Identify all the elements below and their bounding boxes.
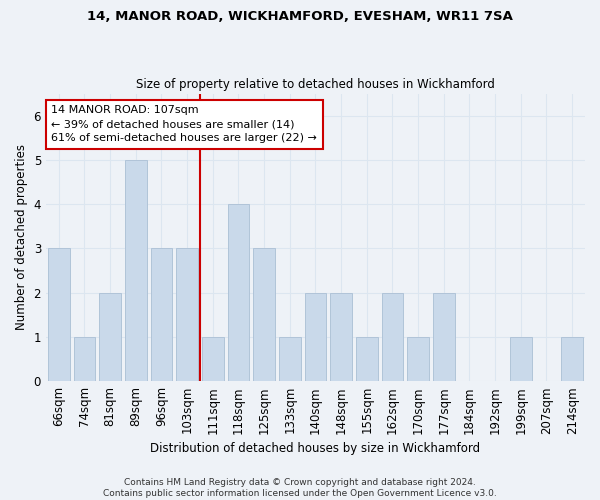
Bar <box>510 337 532 381</box>
Bar <box>382 292 403 381</box>
Bar <box>356 337 378 381</box>
Text: 14, MANOR ROAD, WICKHAMFORD, EVESHAM, WR11 7SA: 14, MANOR ROAD, WICKHAMFORD, EVESHAM, WR… <box>87 10 513 23</box>
Text: 14 MANOR ROAD: 107sqm
← 39% of detached houses are smaller (14)
61% of semi-deta: 14 MANOR ROAD: 107sqm ← 39% of detached … <box>52 105 317 143</box>
X-axis label: Distribution of detached houses by size in Wickhamford: Distribution of detached houses by size … <box>151 442 481 455</box>
Bar <box>407 337 429 381</box>
Bar <box>202 337 224 381</box>
Y-axis label: Number of detached properties: Number of detached properties <box>15 144 28 330</box>
Bar <box>279 337 301 381</box>
Bar <box>253 248 275 381</box>
Bar <box>48 248 70 381</box>
Title: Size of property relative to detached houses in Wickhamford: Size of property relative to detached ho… <box>136 78 495 91</box>
Bar <box>305 292 326 381</box>
Bar <box>74 337 95 381</box>
Text: Contains HM Land Registry data © Crown copyright and database right 2024.
Contai: Contains HM Land Registry data © Crown c… <box>103 478 497 498</box>
Bar <box>433 292 455 381</box>
Bar <box>99 292 121 381</box>
Bar <box>561 337 583 381</box>
Bar <box>125 160 146 381</box>
Bar <box>330 292 352 381</box>
Bar <box>227 204 250 381</box>
Bar <box>176 248 198 381</box>
Bar <box>151 248 172 381</box>
